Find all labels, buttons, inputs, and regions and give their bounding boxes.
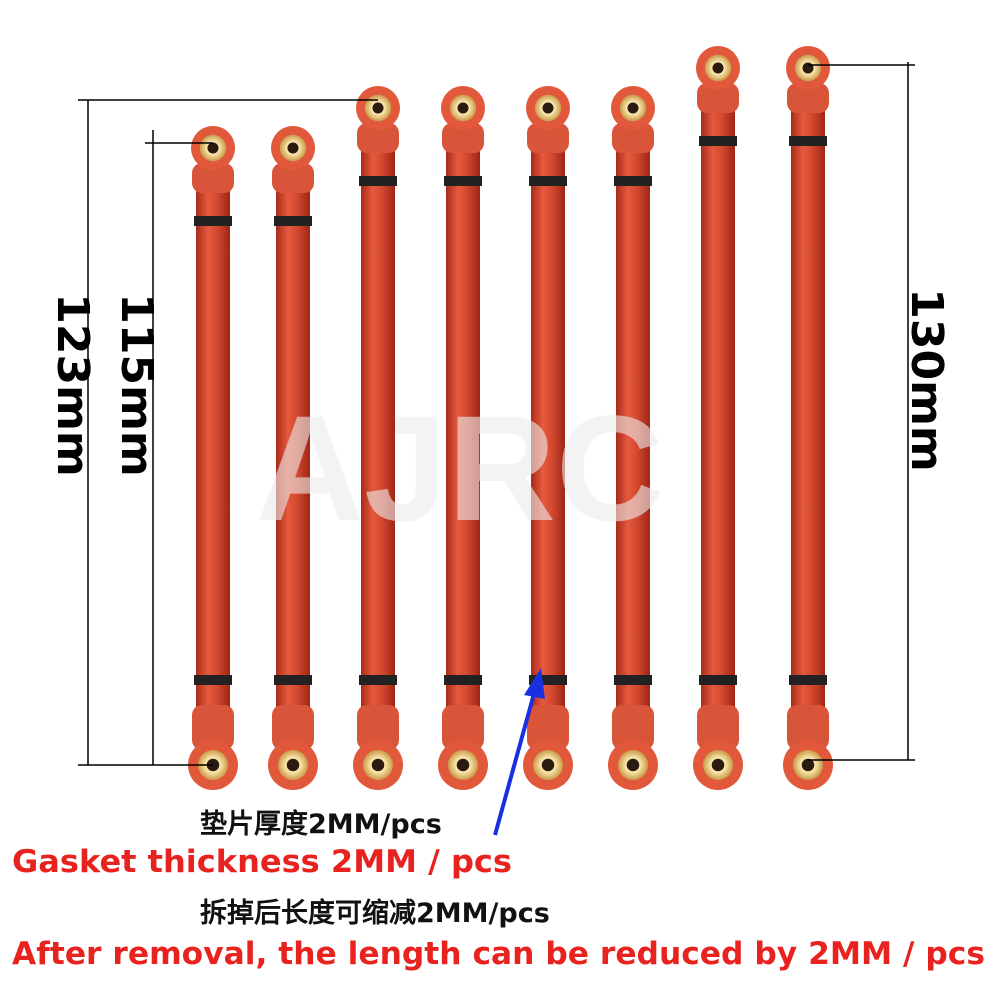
rod-body [196, 168, 230, 745]
band [699, 675, 737, 685]
band [359, 675, 397, 685]
band [699, 136, 737, 146]
hole [541, 758, 555, 772]
arrow [493, 689, 537, 836]
hole [542, 102, 554, 114]
rod-body [446, 128, 480, 745]
rods [188, 46, 833, 790]
dimension-label: 123mm [47, 293, 98, 477]
rod-neck [357, 705, 399, 750]
hole [802, 62, 814, 74]
rod-neck [192, 163, 234, 193]
rod-neck [697, 705, 739, 750]
rod-body [276, 168, 310, 745]
rod-neck [272, 705, 314, 750]
rod-neck [357, 123, 399, 153]
caption: After removal, the length can be reduced… [12, 936, 985, 972]
band [789, 675, 827, 685]
hole [627, 102, 639, 114]
rod-neck [612, 705, 654, 750]
rod-neck [527, 705, 569, 750]
dimension-label: 115mm [111, 293, 162, 477]
band [529, 176, 567, 186]
hole [801, 758, 815, 772]
hole [711, 758, 725, 772]
hole [207, 142, 219, 154]
band [444, 176, 482, 186]
rod-neck [697, 83, 739, 113]
rod-neck [527, 123, 569, 153]
rod-body [361, 128, 395, 745]
band [194, 216, 232, 226]
watermark: AJRC [256, 384, 664, 552]
rod-neck [442, 705, 484, 750]
hole [712, 62, 724, 74]
band [529, 675, 567, 685]
rod-body [531, 128, 565, 745]
arrow-head [524, 668, 545, 699]
rod-body [616, 128, 650, 745]
rod-neck [612, 123, 654, 153]
hole [456, 758, 470, 772]
rod-neck [272, 163, 314, 193]
caption: 垫片厚度2MM/pcs [200, 808, 442, 840]
band [359, 176, 397, 186]
band [614, 675, 652, 685]
band [789, 136, 827, 146]
rod-neck [787, 705, 829, 750]
rod-body [791, 88, 825, 745]
band [614, 176, 652, 186]
rod-neck [192, 705, 234, 750]
hole [372, 102, 384, 114]
band [274, 216, 312, 226]
caption: 拆掉后长度可缩减2MM/pcs [200, 897, 550, 929]
rod-neck [442, 123, 484, 153]
rod-neck [787, 83, 829, 113]
band [274, 675, 312, 685]
band [194, 675, 232, 685]
hole [371, 758, 385, 772]
caption: Gasket thickness 2MM / pcs [12, 844, 512, 880]
band [444, 675, 482, 685]
hole [287, 142, 299, 154]
rod-body [701, 88, 735, 745]
hole [626, 758, 640, 772]
hole [286, 758, 300, 772]
dimension-label: 130mm [901, 288, 952, 472]
hole [457, 102, 469, 114]
